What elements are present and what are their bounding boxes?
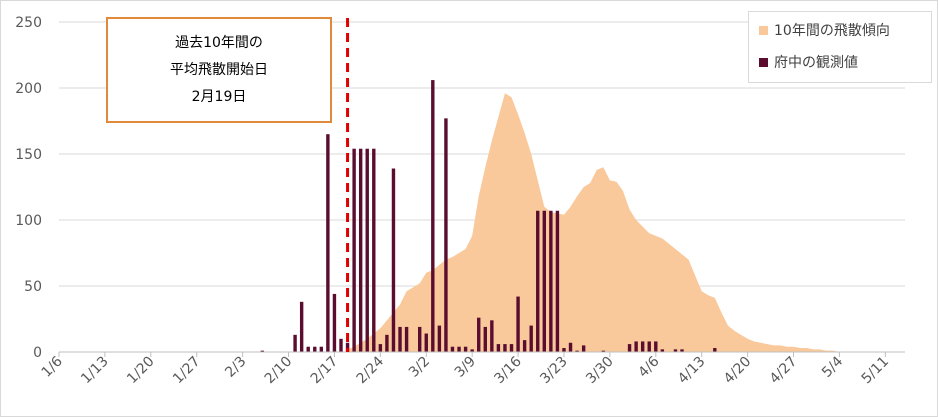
observed-bar-3-10	[477, 317, 481, 352]
observed-bar-2-13	[306, 346, 310, 352]
x-tick-label-15: 4/20	[721, 354, 755, 388]
observed-bar-3-13	[496, 344, 501, 352]
observed-bar-3-3	[431, 80, 435, 352]
x-tick-label-14: 4/13	[675, 354, 709, 388]
x-tick-label-13: 4/6	[635, 353, 662, 380]
x-tick-label-3: 1/27	[170, 354, 204, 388]
observed-bar-3-8	[463, 346, 468, 352]
observed-bar-4-10	[680, 349, 684, 352]
observed-bar-2-15	[319, 346, 324, 352]
observed-bar-4-5	[647, 341, 651, 352]
observed-bar-3-25	[575, 350, 579, 352]
x-tick-label-17: 5/4	[819, 353, 846, 380]
y-tick-label-3: 150	[15, 147, 42, 163]
observed-bar-3-19	[536, 210, 540, 352]
observed-bar-2-24	[378, 344, 383, 352]
observed-bar-3-29	[601, 350, 606, 352]
x-tick-label-8: 3/2	[406, 354, 433, 381]
observed-bar-3-23	[562, 348, 566, 352]
observed-bar-4-15	[713, 348, 717, 352]
observed-bar-3-26	[581, 345, 586, 352]
observed-bar-2-25	[385, 334, 389, 352]
observed-bar-2-21	[358, 148, 363, 352]
x-tick-label-4: 2/3	[222, 354, 249, 381]
x-tick-label-5: 2/10	[262, 354, 296, 388]
x-tick-label-1: 1/13	[78, 354, 112, 388]
legend-item-observed: 府中の観測値	[759, 51, 858, 73]
observed-bar-3-16	[516, 296, 520, 352]
observed-bar-3-22	[555, 210, 560, 352]
legend: 10年間の飛散傾向 府中の観測値	[748, 11, 932, 83]
x-tick-label-12: 3/30	[583, 354, 617, 388]
annotation-line-3: 2月19日	[191, 88, 247, 105]
observed-bar-3-4	[437, 325, 442, 352]
observed-bar-3-18	[529, 325, 533, 352]
annotation-box: 過去10年間の 平均飛散開始日 2月19日	[106, 17, 332, 123]
observed-bar-3-2	[424, 333, 428, 352]
x-tick-label-18: 5/11	[859, 354, 893, 388]
observed-bar-2-17	[332, 293, 337, 352]
legend-swatch-trend	[759, 25, 768, 35]
observed-bar-3-1	[418, 326, 422, 352]
x-tick-label-0: 1/6	[39, 353, 66, 380]
observed-bar-4-9	[673, 349, 678, 352]
observed-bar-2-6	[260, 350, 264, 352]
observed-bar-2-28	[404, 326, 409, 352]
observed-bar-3-14	[503, 344, 507, 352]
legend-swatch-observed	[759, 57, 768, 67]
observed-bar-3-15	[509, 344, 514, 352]
observed-bar-2-18	[339, 338, 343, 352]
x-tick-label-2: 1/20	[124, 354, 158, 388]
observed-bar-4-7	[660, 349, 665, 352]
x-tick-label-11: 3/23	[537, 354, 571, 388]
observed-bar-3-9	[470, 349, 474, 352]
annotation-line-2: 平均飛散開始日	[170, 61, 268, 78]
y-tick-label-0: 0	[33, 345, 42, 361]
observed-bar-2-20	[352, 148, 356, 352]
x-tick-label-16: 4/27	[767, 354, 801, 388]
observed-bar-4-2	[627, 344, 632, 352]
observed-bar-3-24	[568, 342, 573, 352]
observed-bar-3-20	[542, 210, 546, 352]
observed-bar-3-11	[483, 326, 487, 352]
observed-bar-2-14	[313, 346, 317, 352]
legend-item-trend: 10年間の飛散傾向	[759, 19, 890, 41]
y-tick-label-1: 50	[24, 279, 42, 295]
observed-bar-3-7	[457, 346, 461, 352]
observed-bar-3-21	[549, 210, 553, 352]
observed-bar-2-27	[398, 326, 402, 352]
observed-bar-4-3	[634, 341, 638, 352]
x-tick-label-6: 2/17	[308, 354, 342, 388]
observed-bar-2-23	[372, 148, 376, 352]
observed-bar-3-6	[450, 346, 455, 352]
observed-bar-4-4	[640, 341, 645, 352]
y-tick-label-2: 100	[15, 213, 42, 229]
legend-label-trend: 10年間の飛散傾向	[774, 23, 890, 39]
observed-bar-3-17	[522, 340, 527, 352]
y-tick-label-5: 250	[15, 15, 42, 31]
annotation-line-1: 過去10年間の	[175, 34, 263, 51]
trend-area	[347, 93, 853, 352]
x-tick-label-7: 2/24	[354, 353, 388, 387]
y-tick-label-4: 200	[15, 81, 42, 97]
x-tick-label-9: 3/9	[452, 354, 479, 381]
observed-bar-2-22	[365, 148, 369, 352]
observed-bar-4-6	[654, 341, 658, 352]
observed-bar-2-26	[391, 168, 396, 352]
observed-bar-3-12	[490, 320, 494, 352]
observed-bar-2-12	[299, 301, 304, 352]
observed-bar-2-11	[293, 334, 297, 352]
x-tick-label-10: 3/16	[491, 353, 525, 387]
observed-bar-2-16	[326, 134, 330, 352]
observed-bar-3-5	[444, 118, 448, 352]
legend-label-observed: 府中の観測値	[774, 55, 858, 71]
observed-bar-2-19	[345, 342, 350, 352]
